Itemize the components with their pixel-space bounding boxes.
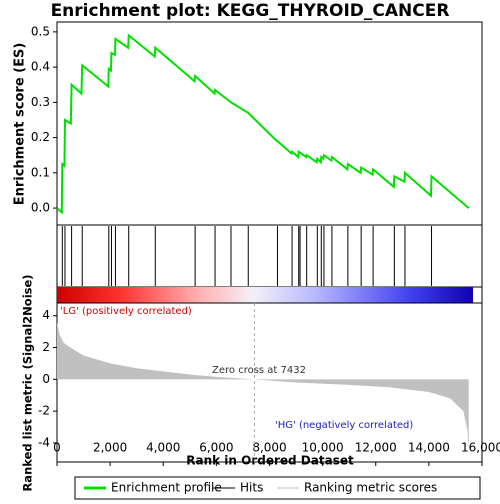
x-tick-label: 4,000 xyxy=(146,441,180,455)
y-tick-label: 0.4 xyxy=(31,60,50,74)
annotation: 'HG' (negatively correlated) xyxy=(275,420,413,431)
x-tick-label: 12,000 xyxy=(355,441,397,455)
chart-title: Enrichment plot: KEGG_THYROID_CANCER xyxy=(51,1,450,21)
y-tick-label: -2 xyxy=(38,404,50,418)
x-tick-label: 2,000 xyxy=(93,441,127,455)
x-tick-label: 14,000 xyxy=(408,441,450,455)
y-tick-label: 0.5 xyxy=(31,24,50,38)
y-tick-label: -4 xyxy=(38,435,50,449)
x-tick-label: 8,000 xyxy=(252,441,286,455)
color-bar xyxy=(57,287,473,303)
y-tick-label: 0 xyxy=(42,372,50,386)
metric-area xyxy=(57,322,469,451)
y-tick-label: 0.1 xyxy=(31,165,50,179)
annotation: 'LG' (positively correlated) xyxy=(60,306,192,317)
y-axis-label: Ranked list metric (Signal2Noise) xyxy=(21,274,35,491)
frame xyxy=(56,21,483,463)
y-tick-label: 2 xyxy=(42,340,50,354)
x-tick-label: 16,000 xyxy=(461,441,500,455)
y-tick-label: 0.2 xyxy=(31,130,50,144)
y-tick-label: 4 xyxy=(42,308,50,322)
x-tick-label: 6,000 xyxy=(199,441,233,455)
legend-label: Enrichment profile xyxy=(111,481,222,495)
x-axis-label: Rank in Ordered Dataset xyxy=(186,454,354,468)
x-tick-label: 0 xyxy=(53,441,61,455)
y-axis-label: Enrichment score (ES) xyxy=(13,43,28,206)
x-tick-label: 10,000 xyxy=(302,441,344,455)
y-tick-label: 0.0 xyxy=(31,201,50,215)
y-tick-label: 0.3 xyxy=(31,95,50,109)
es-line xyxy=(56,33,470,215)
legend-label: Ranking metric scores xyxy=(304,481,437,495)
annotation: Zero cross at 7432 xyxy=(212,365,306,376)
legend-label: Hits xyxy=(240,481,263,495)
